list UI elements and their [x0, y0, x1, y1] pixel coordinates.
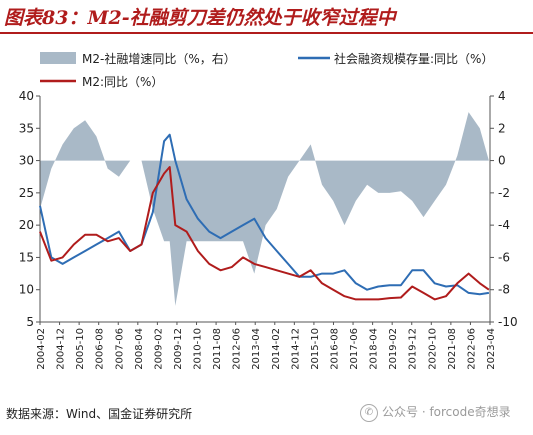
x-tick-label: 2012-06: [232, 328, 243, 370]
y-tick-label-right: -10: [498, 315, 518, 329]
x-tick-label: 2013-04: [251, 328, 262, 370]
x-tick-label: 2010-10: [193, 328, 204, 370]
y-tick-label-right: -6: [498, 250, 510, 264]
x-tick-label: 2009-02: [153, 328, 164, 370]
y-tick-label-right: 0: [498, 154, 506, 168]
legend: M2-社融增速同比（%，右） 社会融资规模存量:同比（%） M2:同比（%）: [40, 51, 493, 89]
x-tick-label: 2006-08: [95, 328, 106, 370]
x-tick-label: 2009-12: [173, 328, 184, 370]
y-tick-label-left: 30: [19, 154, 34, 168]
x-tick-label: 2014-02: [271, 328, 282, 370]
chart: M2-社融增速同比（%，右） 社会融资规模存量:同比（%） M2:同比（%） 5…: [19, 51, 518, 370]
area-series-m2-minus-sf: [40, 112, 489, 306]
x-tick-label: 2020-10: [427, 328, 438, 370]
watermark: ✆ 公众号 · forcode奇想录: [360, 403, 511, 422]
line-series-social-financing: [39, 133, 490, 296]
x-tick-label: 2007-06: [114, 328, 125, 370]
y-tick-label-left: 35: [19, 121, 34, 135]
x-tick-label: 2004-02: [36, 328, 47, 370]
title-bar: 图表83：M2-社融剪刀差仍然处于收窄过程中: [0, 0, 533, 34]
x-tick-label: 2008-04: [134, 328, 145, 370]
plot-area: 5 10 15 20 25 30 35 40 -10 -8 -6 -4 -2 0 2 4 2004-02 2004…: [19, 89, 518, 370]
x-tick-label: 2022-06: [466, 328, 477, 370]
y-tick-label-right: -8: [498, 283, 510, 297]
y-tick-label-left: 15: [19, 250, 34, 264]
x-tick-label: 2023-04: [486, 328, 497, 370]
legend-label-m2: M2:同比（%）: [82, 75, 163, 89]
y-tick-label-left: 25: [19, 186, 34, 200]
legend-label-area: M2-社融增速同比（%，右）: [82, 51, 236, 66]
y-tick-label-left: 20: [19, 218, 34, 232]
x-tick-label: 2011-08: [212, 328, 223, 370]
x-tick-label: 2018-04: [369, 328, 380, 370]
wechat-icon: ✆: [360, 403, 378, 422]
page-title: 图表83：M2-社融剪刀差仍然处于收窄过程中: [4, 7, 396, 29]
y-tick-label-right: -4: [498, 218, 510, 232]
x-tick-label: 2015-10: [310, 328, 321, 370]
y-tick-label-right: 4: [498, 89, 506, 103]
y-tick-label-right: -2: [498, 186, 510, 200]
x-tick-label: 2019-12: [408, 328, 419, 370]
x-tick-label: 2021-08: [447, 328, 458, 370]
y-tick-label-left: 10: [19, 283, 34, 297]
x-tick-label: 2005-10: [75, 328, 86, 370]
legend-swatch-area: [40, 52, 76, 64]
x-tick-label: 2017-06: [349, 328, 360, 370]
y-tick-label-left: 5: [26, 315, 34, 329]
x-tick-label: 2019-02: [388, 328, 399, 370]
x-tick-label: 2014-12: [290, 328, 301, 370]
source-note: 数据来源：Wind、国金证券研究所: [6, 407, 193, 421]
y-tick-label-right: 2: [498, 121, 506, 135]
line-series-m2: [39, 166, 490, 301]
watermark-text: 公众号 · forcode奇想录: [382, 405, 511, 419]
x-tick-label: 2016-08: [329, 328, 340, 370]
y-tick-label-left: 40: [19, 89, 34, 103]
x-tick-label: 2004-12: [56, 328, 67, 370]
legend-label-sf: 社会融资规模存量:同比（%）: [334, 51, 493, 66]
